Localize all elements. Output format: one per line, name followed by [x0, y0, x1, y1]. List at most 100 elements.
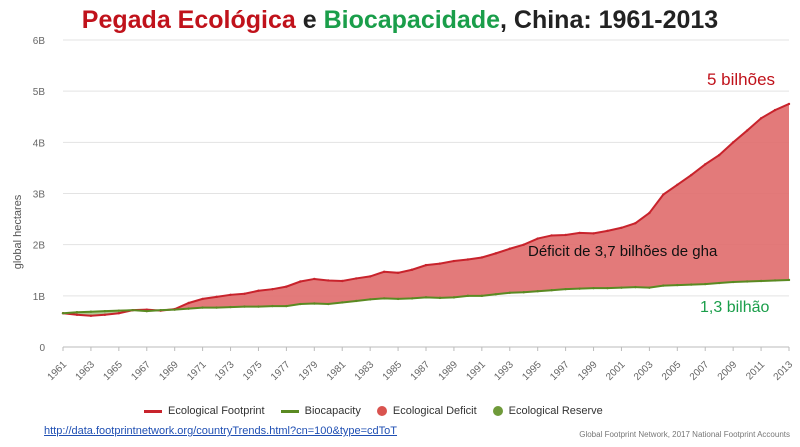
- x-tick-label: 1995: [520, 359, 544, 383]
- footprint-point: [243, 292, 246, 295]
- x-tick-label: 1979: [297, 359, 321, 383]
- chart-title: Pegada Ecológica e Biocapacidade, China:…: [0, 6, 800, 35]
- legend-swatch-footprint: [144, 409, 162, 413]
- footprint-point: [215, 295, 218, 299]
- biocapacity-point: [145, 309, 148, 313]
- biocapacity-point: [117, 309, 121, 312]
- x-tick-label: 1965: [101, 359, 125, 383]
- biocapacity-point: [690, 283, 693, 286]
- footprint-point: [578, 231, 581, 235]
- biocapacity-point: [187, 307, 190, 310]
- x-tick-label: 2011: [744, 359, 767, 382]
- biocapacity-point: [354, 299, 358, 303]
- footprint-point: [452, 259, 456, 263]
- legend-item-reserve[interactable]: Ecological Reserve: [492, 405, 603, 417]
- biocapacity-point: [424, 296, 428, 299]
- biocapacity-point: [438, 296, 442, 300]
- biocapacity-point: [648, 286, 651, 289]
- legend-label-reserve: Ecological Reserve: [508, 405, 603, 417]
- biocapacity-point: [382, 297, 386, 300]
- x-tick-label: 2001: [604, 359, 628, 383]
- legend-item-deficit[interactable]: Ecological Deficit: [376, 405, 477, 417]
- biocapacity-point: [75, 311, 79, 314]
- annotation-deficit: Déficit de 3,7 bilhões de gha: [528, 243, 718, 260]
- biocapacity-point: [159, 308, 162, 312]
- legend-item-footprint[interactable]: Ecological Footprint: [144, 405, 265, 417]
- footprint-point: [550, 234, 553, 237]
- biocapacity-point: [494, 293, 498, 296]
- x-tick-label: 1985: [381, 359, 405, 383]
- footprint-point: [257, 289, 260, 292]
- biocapacity-point: [396, 297, 400, 301]
- x-tick-label: 2003: [632, 359, 656, 383]
- x-tick-label: 1997: [548, 359, 572, 383]
- biocapacity-point: [243, 305, 246, 308]
- biocapacity-point: [452, 296, 456, 299]
- biocapacity-point: [257, 305, 260, 308]
- footprint-point: [382, 270, 386, 273]
- biocapacity-point: [131, 308, 135, 312]
- footprint-point: [285, 285, 288, 288]
- footprint-point: [438, 262, 442, 265]
- footprint-point: [103, 313, 107, 316]
- source-link[interactable]: http://data.footprintnetwork.org/country…: [44, 425, 398, 437]
- x-tick-label: 2005: [660, 359, 684, 383]
- footprint-point: [676, 183, 679, 187]
- biocapacity-point: [620, 286, 623, 289]
- footprint-point: [327, 279, 330, 282]
- biocapacity-point: [466, 294, 470, 298]
- footprint-point: [508, 247, 511, 250]
- x-tick-label: 1963: [74, 359, 98, 383]
- footprint-point: [787, 102, 791, 106]
- x-tick-label: 1969: [157, 359, 181, 383]
- x-tick-label: 1987: [409, 359, 433, 383]
- biocapacity-point: [508, 291, 511, 294]
- footprint-point: [564, 233, 567, 237]
- x-tick-label: 2007: [688, 359, 712, 383]
- footprint-point: [354, 277, 358, 280]
- footprint-point: [187, 301, 190, 305]
- footprint-point: [690, 173, 693, 177]
- legend-label-footprint: Ecological Footprint: [168, 405, 265, 417]
- biocapacity-point: [173, 308, 176, 311]
- y-axis-label: global hectares: [12, 194, 24, 269]
- annotation-footprint-end: 5 bilhões: [707, 70, 775, 89]
- biocapacity-point: [103, 309, 107, 313]
- x-tick-label: 1999: [576, 359, 600, 383]
- footprint-point: [745, 129, 749, 132]
- biocapacity-point: [787, 278, 791, 282]
- biocapacity-points: [61, 278, 791, 315]
- title-biocapacity: Biocapacidade: [323, 6, 501, 34]
- biocapacity-point: [578, 287, 581, 290]
- legend-label-deficit: Ecological Deficit: [392, 405, 477, 417]
- biocapacity-point: [215, 306, 218, 309]
- legend-item-biocapacity[interactable]: Biocapacity: [280, 405, 361, 417]
- biocapacity-point: [704, 282, 707, 286]
- y-tick-label: 0: [39, 343, 45, 354]
- title-country-years: , China: 1961-2013: [500, 6, 719, 34]
- legend-label-biocapacity: Biocapacity: [304, 405, 361, 417]
- biocapacity-point: [759, 279, 763, 283]
- footprint-point: [299, 280, 302, 283]
- legend-swatch-reserve: [492, 406, 503, 416]
- x-tick-label: 1975: [241, 359, 265, 383]
- x-tick-label: 2013: [772, 359, 796, 383]
- footprint-point: [201, 297, 204, 301]
- title-connector: e: [295, 6, 324, 34]
- biocapacity-point: [271, 304, 274, 308]
- footprint-point: [773, 108, 777, 112]
- x-tick-label: 1977: [269, 359, 293, 383]
- biocapacity-point: [480, 294, 484, 298]
- biocapacity-point: [634, 285, 637, 289]
- x-tick-label: 1993: [492, 359, 516, 383]
- footprint-point: [75, 313, 79, 316]
- footprint-point: [271, 287, 274, 291]
- y-tick-label: 5B: [33, 87, 46, 98]
- biocapacity-point: [341, 301, 344, 304]
- footprint-point: [341, 279, 344, 283]
- biocapacity-point: [285, 304, 288, 308]
- footprint-point: [620, 226, 623, 229]
- biocapacity-point: [564, 287, 567, 291]
- footprint-point: [522, 243, 525, 246]
